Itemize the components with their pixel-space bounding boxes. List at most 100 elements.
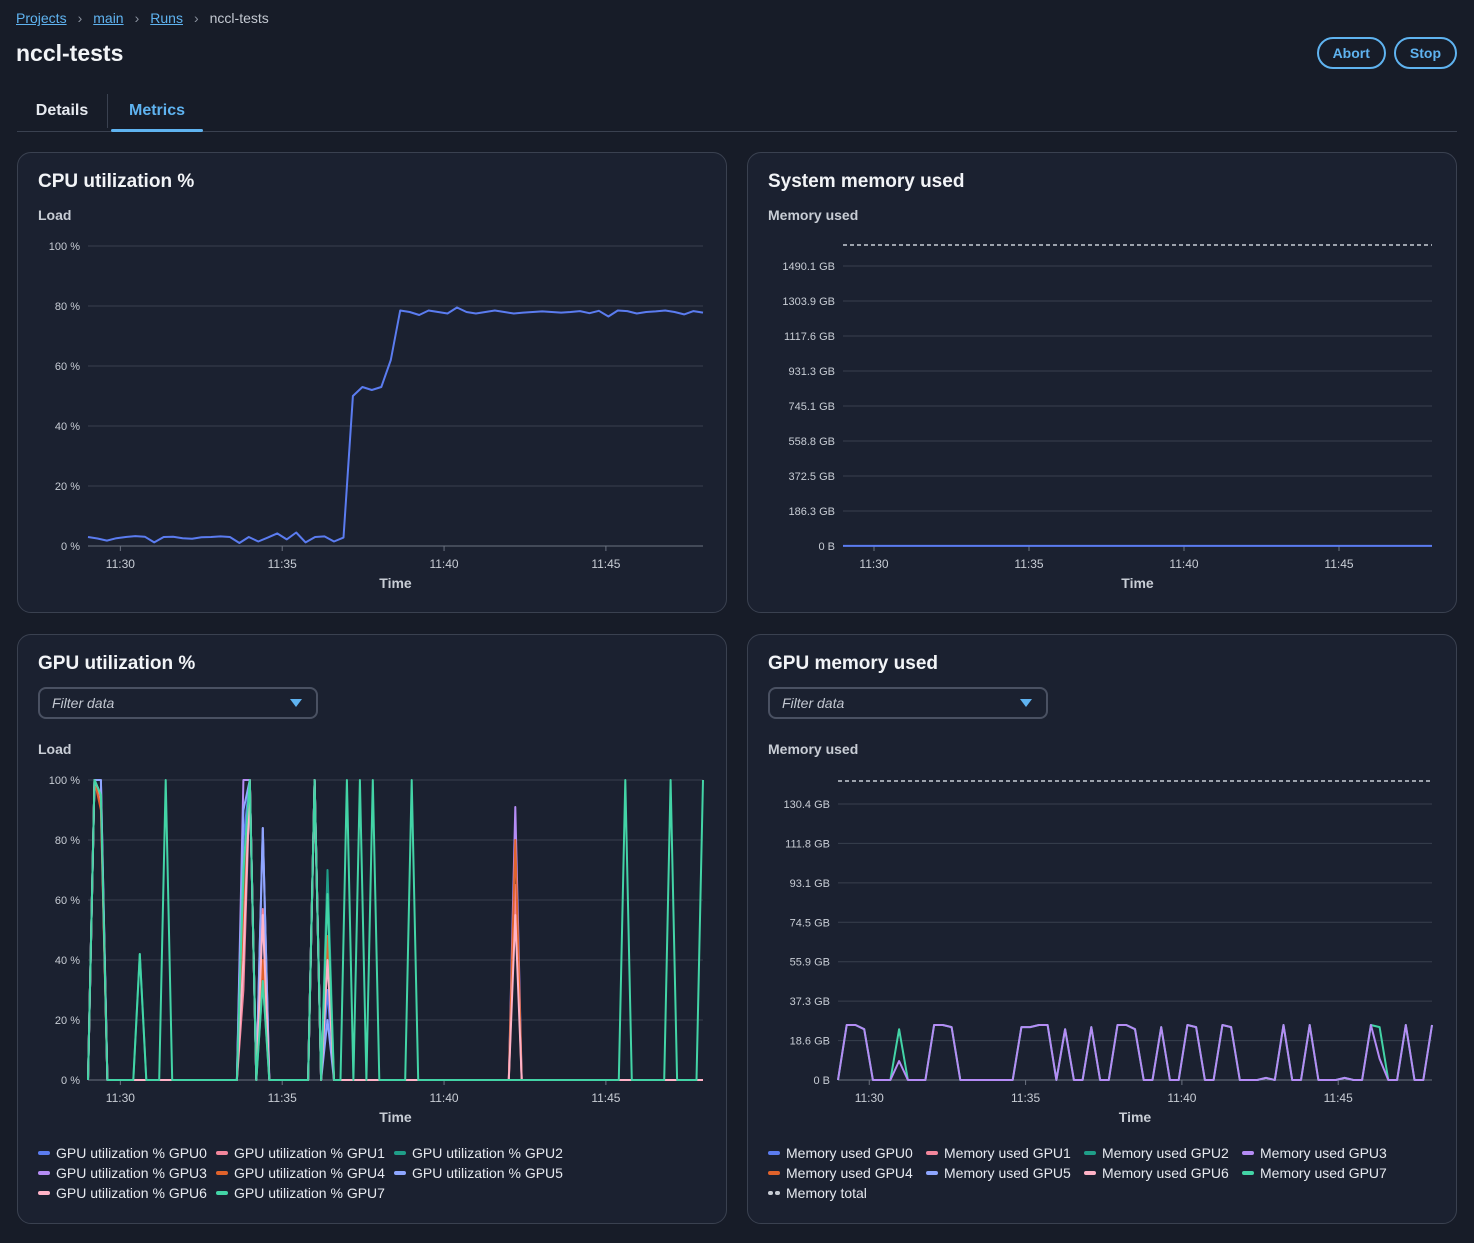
legend-item[interactable]: Memory used GPU1 <box>926 1143 1084 1163</box>
legend-label: Memory used GPU7 <box>1260 1165 1387 1181</box>
legend-label: Memory used GPU0 <box>786 1145 913 1161</box>
system-memory-chart: 1490.1 GB 1303.9 GB 1117.6 GB 931.3 GB 745.1… <box>782 244 1432 591</box>
y-tick-label: 93.1 GB <box>790 878 830 890</box>
x-axis-title: Time <box>379 575 412 591</box>
legend-swatch <box>768 1171 780 1175</box>
x-tick-label: 11:30 <box>106 557 135 571</box>
breadcrumb-runs-link[interactable]: Runs <box>150 10 183 26</box>
legend-label: GPU utilization % GPU5 <box>412 1165 563 1181</box>
legend-item[interactable]: Memory used GPU3 <box>1242 1143 1400 1163</box>
legend-item[interactable]: GPU utilization % GPU7 <box>216 1183 394 1203</box>
legend-swatch <box>1242 1151 1254 1155</box>
legend-label: Memory used GPU6 <box>1102 1165 1229 1181</box>
chevron-right-icon: › <box>134 10 140 26</box>
system-memory-card: System memory used Memory used 1490.1 GB… <box>747 152 1457 613</box>
x-tick-label: 11:30 <box>855 1091 884 1105</box>
y-tick-label: 80 % <box>55 301 80 313</box>
y-tick-label: 1117.6 GB <box>784 331 835 343</box>
legend-label: GPU utilization % GPU6 <box>56 1185 207 1201</box>
filter-data-select[interactable]: Filter data <box>38 687 318 719</box>
x-axis-title: Time <box>1121 575 1154 591</box>
y-tick-label: 80 % <box>55 835 80 847</box>
y-tick-label: 40 % <box>55 421 80 433</box>
legend-item[interactable]: GPU utilization % GPU6 <box>38 1183 216 1203</box>
legend-label: GPU utilization % GPU4 <box>234 1165 385 1181</box>
legend-item[interactable]: GPU utilization % GPU0 <box>38 1143 216 1163</box>
series-line <box>87 779 703 1081</box>
y-tick-label: 40 % <box>55 955 80 967</box>
x-tick-label: 11:35 <box>268 557 297 571</box>
legend-label: Memory used GPU1 <box>944 1145 1071 1161</box>
series-line <box>87 779 703 1081</box>
header-actions: Abort Stop <box>1316 37 1457 69</box>
gpu-memory-chart: 130.4 GB 111.8 GB 93.1 GB 74.5 GB 55.9 GB 37.… <box>784 780 1433 1125</box>
legend-item[interactable]: Memory used GPU5 <box>926 1163 1084 1183</box>
y-tick-label: 20 % <box>55 481 80 493</box>
legend-swatch <box>768 1191 780 1195</box>
x-tick-label: 11:40 <box>1167 1091 1196 1105</box>
legend-label: Memory used GPU5 <box>944 1165 1071 1181</box>
legend-item[interactable]: GPU utilization % GPU3 <box>38 1163 216 1183</box>
cpu-utilization-card: CPU utilization % Load 100 % 80 % 60 % 40 %… <box>17 152 727 613</box>
breadcrumb-current: nccl-tests <box>209 10 269 26</box>
breadcrumb-main-link[interactable]: main <box>93 10 124 26</box>
y-tick-label: 372.5 GB <box>789 471 835 483</box>
filter-data-select[interactable]: Filter data <box>768 687 1048 719</box>
legend-label: Memory used GPU3 <box>1260 1145 1387 1161</box>
tab-divider <box>107 94 108 128</box>
y-tick-label: 100 % <box>49 241 80 253</box>
legend-swatch <box>216 1151 228 1155</box>
x-tick-label: 11:35 <box>1011 1091 1040 1105</box>
tab-details[interactable]: Details <box>35 101 89 119</box>
y-tick-label: 0 % <box>61 541 80 553</box>
y-tick-label: 20 % <box>55 1015 80 1027</box>
chart-legend: GPU utilization % GPU0 GPU utilization % … <box>38 1143 638 1203</box>
gpu-utilization-chart: 100 % 80 % 60 % 40 % 20 % 0 % 11:30 11:35 11:40 1… <box>49 775 704 1125</box>
card-title: GPU utilization % <box>38 653 196 674</box>
legend-swatch <box>38 1171 50 1175</box>
legend-label: Memory total <box>786 1185 867 1201</box>
caret-down-icon <box>1020 699 1032 707</box>
chart-legend: Memory used GPU0 Memory used GPU1 Memory u… <box>768 1143 1428 1203</box>
x-axis-title: Time <box>1119 1109 1152 1125</box>
legend-swatch <box>216 1191 228 1195</box>
page-title: nccl-tests <box>16 40 124 66</box>
legend-item[interactable]: Memory used GPU0 <box>768 1143 926 1163</box>
legend-item[interactable]: Memory used GPU6 <box>1084 1163 1242 1183</box>
legend-item[interactable]: Memory used GPU7 <box>1242 1163 1400 1183</box>
legend-item[interactable]: GPU utilization % GPU4 <box>216 1163 394 1183</box>
x-tick-label: 11:45 <box>1324 1091 1353 1105</box>
abort-button[interactable]: Abort <box>1316 37 1386 69</box>
x-axis-title: Time <box>379 1109 412 1125</box>
series-line <box>837 1024 1433 1081</box>
caret-down-icon <box>290 699 302 707</box>
y-tick-label: 18.6 GB <box>790 1036 830 1048</box>
legend-label: GPU utilization % GPU2 <box>412 1145 563 1161</box>
series-line <box>87 306 704 544</box>
x-tick-label: 11:45 <box>1324 557 1353 571</box>
breadcrumb-projects-link[interactable]: Projects <box>16 10 67 26</box>
y-tick-label: 0 B <box>813 1075 830 1087</box>
y-tick-label: 931.3 GB <box>789 366 835 378</box>
legend-item[interactable]: GPU utilization % GPU1 <box>216 1143 394 1163</box>
legend-label: Memory used GPU4 <box>786 1165 913 1181</box>
tab-metrics[interactable]: Metrics <box>111 90 203 132</box>
legend-swatch <box>1084 1171 1096 1175</box>
legend-swatch <box>1242 1171 1254 1175</box>
y-tick-label: 100 % <box>49 775 80 787</box>
tab-bar: Details Metrics <box>17 90 1457 132</box>
legend-item[interactable]: GPU utilization % GPU5 <box>394 1163 572 1183</box>
stop-button[interactable]: Stop <box>1393 37 1457 69</box>
legend-item[interactable]: Memory used GPU2 <box>1084 1143 1242 1163</box>
legend-item[interactable]: Memory total <box>768 1183 926 1203</box>
x-tick-label: 11:40 <box>429 557 458 571</box>
legend-swatch <box>926 1151 938 1155</box>
gpu-utilization-card: GPU utilization % Filter data Load 100 %… <box>17 634 727 1224</box>
y-tick-label: 745.1 GB <box>789 401 835 413</box>
legend-swatch <box>926 1171 938 1175</box>
y-axis-title: Memory used <box>768 741 859 757</box>
legend-item[interactable]: GPU utilization % GPU2 <box>394 1143 572 1163</box>
legend-item[interactable]: Memory used GPU4 <box>768 1163 926 1183</box>
y-tick-label: 1303.9 GB <box>782 296 835 308</box>
gpu-memory-card: GPU memory used Filter data Memory used … <box>747 634 1457 1224</box>
